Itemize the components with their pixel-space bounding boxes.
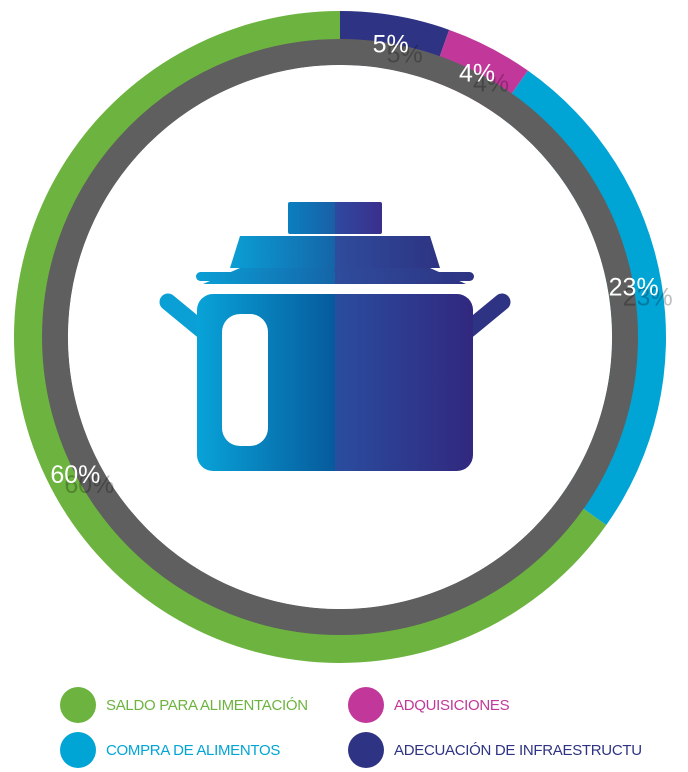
slice-label-shadow-3: 5% xyxy=(387,40,423,68)
pot-knob xyxy=(288,202,382,234)
slice-labels: 5%5% 4%4% 23%23% 60%60% xyxy=(50,30,672,499)
slice-label-2: 4% xyxy=(459,59,495,87)
pot-handle-left xyxy=(159,293,211,339)
slice-label-3: 5% xyxy=(373,30,409,58)
slice-label-shadow-2: 4% xyxy=(473,69,509,97)
pot-handle-right xyxy=(459,293,511,339)
pot-window xyxy=(222,314,268,446)
slice-label-shadow-1: 23% xyxy=(623,283,673,311)
pot-lid-top xyxy=(230,236,440,268)
slice-label-1: 23% xyxy=(609,273,659,301)
slice-label-shadow-0: 60% xyxy=(64,471,114,499)
cooking-pot-icon xyxy=(159,202,511,471)
inner-gray-ring xyxy=(42,39,638,635)
slice-label-0: 60% xyxy=(50,461,100,489)
pot-lid-rim xyxy=(196,272,474,281)
